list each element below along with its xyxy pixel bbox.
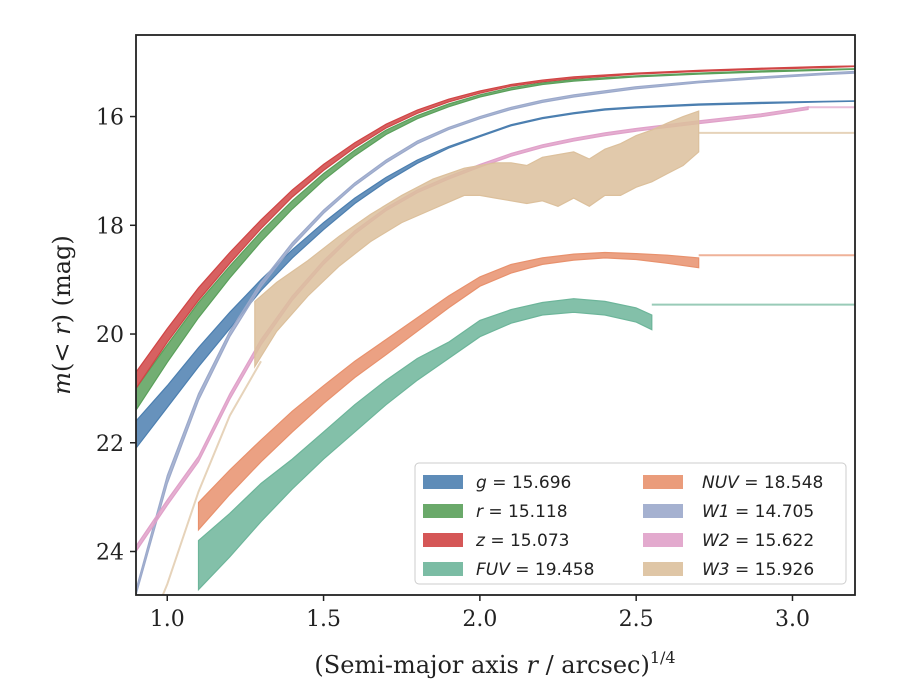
y-tick-label: 22 [96,432,124,457]
series-z [136,65,855,390]
series-g [136,100,855,450]
series-g-band [136,100,855,450]
legend-swatch-W2 [643,533,683,547]
legend-label-W1: W1 = 14.705 [702,502,814,522]
legend-swatch-z [423,533,463,547]
x-axis-label: (Semi-major axis r / arcsec)1/4 [314,648,675,679]
x-tick-label: 1.5 [306,607,341,632]
series-NUV-band [197,251,700,532]
plot-frame [135,34,856,596]
series-FUV-band [197,298,653,592]
y-axis-label: m(< r) (mag) [48,235,76,395]
series-r [136,68,855,412]
series-z-band [136,65,855,390]
legend-swatch-W3 [643,562,683,576]
legend-box [414,462,847,585]
series-W1-band [136,70,855,595]
legend-items: g = 15.696 r = 15.118 z = 15.073 FUV = 19.4… [423,473,823,580]
y-tick-label: 24 [96,541,124,566]
x-tick-label: 3.0 [775,607,810,632]
y-tick-label: 20 [96,323,124,348]
y-tick-label: 18 [96,214,124,239]
legend-label-W2: W2 = 15.622 [702,531,814,551]
x-tick-label: 1.0 [150,607,185,632]
legend-label-z: z = 15.073 [475,531,569,551]
ticks-layer: 1.0 1.5 2.0 2.5 3.0 16 18 20 22 24 [96,106,810,632]
series-W3-band [254,110,700,369]
legend-label-W3: W3 = 15.926 [702,560,814,580]
series-r-band [136,68,855,412]
y-tick-label: 16 [96,106,124,131]
legend-swatch-r [423,504,463,518]
series-FUV [197,298,855,592]
legend-label-FUV: FUV = 19.458 [476,560,594,580]
legend-swatch-g [423,475,463,489]
legend-swatch-FUV [423,562,463,576]
legend: g = 15.696 r = 15.118 z = 15.073 FUV = 19.4… [414,462,847,585]
legend-label-NUV: NUV = 18.548 [702,473,823,493]
series-W3 [161,110,855,595]
legend-swatch-W1 [643,504,683,518]
legend-swatch-NUV [643,475,683,489]
x-tick-label: 2.5 [619,607,654,632]
series-layer [136,65,855,595]
legend-label-r: r = 15.118 [476,502,568,522]
series-W3-inner-line [161,360,262,595]
series-W1 [136,70,855,595]
legend-label-g: g = 15.696 [476,473,571,493]
series-NUV [197,251,855,532]
x-tick-label: 2.0 [462,607,497,632]
